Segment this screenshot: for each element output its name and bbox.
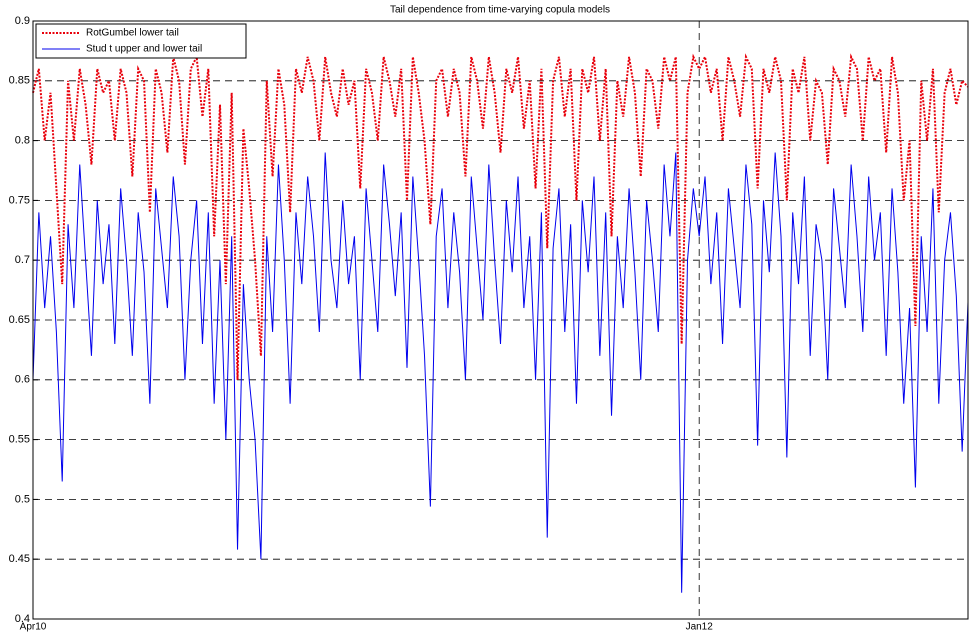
y-tick-label: 0.5 bbox=[15, 493, 30, 505]
x-tick-label: Apr10 bbox=[20, 622, 47, 633]
y-tick-label: 0.45 bbox=[9, 553, 30, 565]
y-tick-label: 0.55 bbox=[9, 434, 30, 446]
legend-label: RotGumbel lower tail bbox=[86, 28, 179, 39]
y-tick-label: 0.6 bbox=[15, 374, 30, 386]
plot-frame bbox=[32, 20, 969, 620]
y-tick-label: 0.9 bbox=[15, 15, 30, 27]
x-tick-label: Jan12 bbox=[686, 622, 714, 633]
legend-box bbox=[35, 23, 247, 59]
y-tick-label: 0.65 bbox=[9, 314, 30, 326]
legend: RotGumbel lower tail Stud t upper and low… bbox=[35, 23, 247, 59]
series-line bbox=[32, 152, 969, 593]
legend-label: Stud t upper and lower tail bbox=[86, 44, 202, 55]
y-tick-label: 0.7 bbox=[15, 254, 30, 266]
y-tick-label: 0.75 bbox=[9, 194, 30, 206]
y-tick-label: 0.85 bbox=[9, 75, 30, 87]
y-tick-label: 0.8 bbox=[15, 135, 30, 147]
series-line bbox=[32, 53, 969, 380]
y-tick-label: 0.4 bbox=[15, 613, 30, 625]
chart-title: Tail dependence from time-varying copula… bbox=[390, 5, 610, 16]
